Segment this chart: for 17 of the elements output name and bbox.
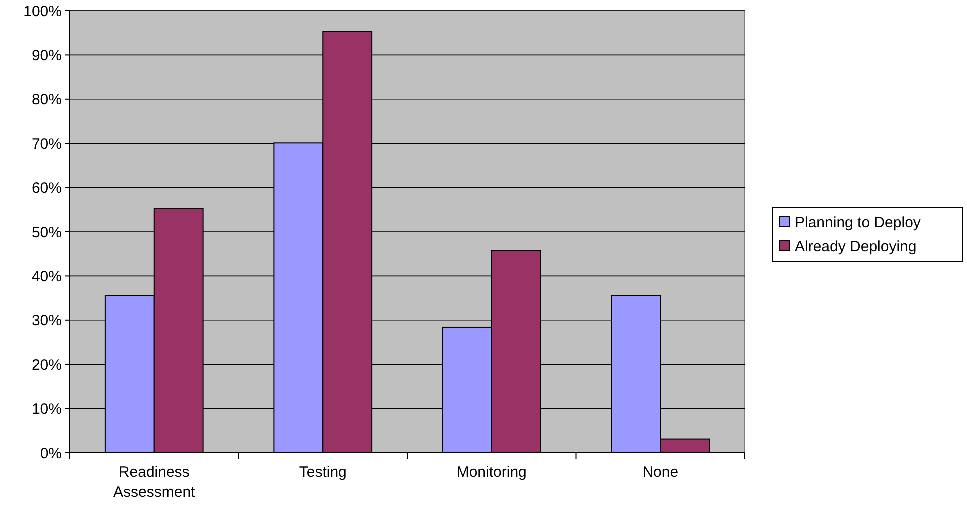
legend-label: Planning to Deploy <box>795 214 922 232</box>
y-tick-label: 30% <box>32 312 62 330</box>
x-tick-label: Testing <box>299 464 347 481</box>
y-tick-label: 100% <box>24 3 62 20</box>
y-tick-label: 20% <box>32 356 62 374</box>
y-tick-label: 0% <box>40 445 62 462</box>
y-tick-label: 40% <box>32 268 62 286</box>
y-tick-label: 10% <box>32 401 62 418</box>
x-tick-label: Readiness Assessment <box>114 464 196 501</box>
x-tick-label: None <box>642 464 679 481</box>
y-tick-label: 70% <box>32 136 62 153</box>
y-tick-label: 80% <box>32 92 62 109</box>
x-tick-label: Monitoring <box>456 464 527 481</box>
y-tick-label: 90% <box>32 47 62 64</box>
y-tick-label: 60% <box>32 180 62 198</box>
y-tick-label: 50% <box>32 224 62 242</box>
legend-label: Already Deploying <box>795 238 917 256</box>
